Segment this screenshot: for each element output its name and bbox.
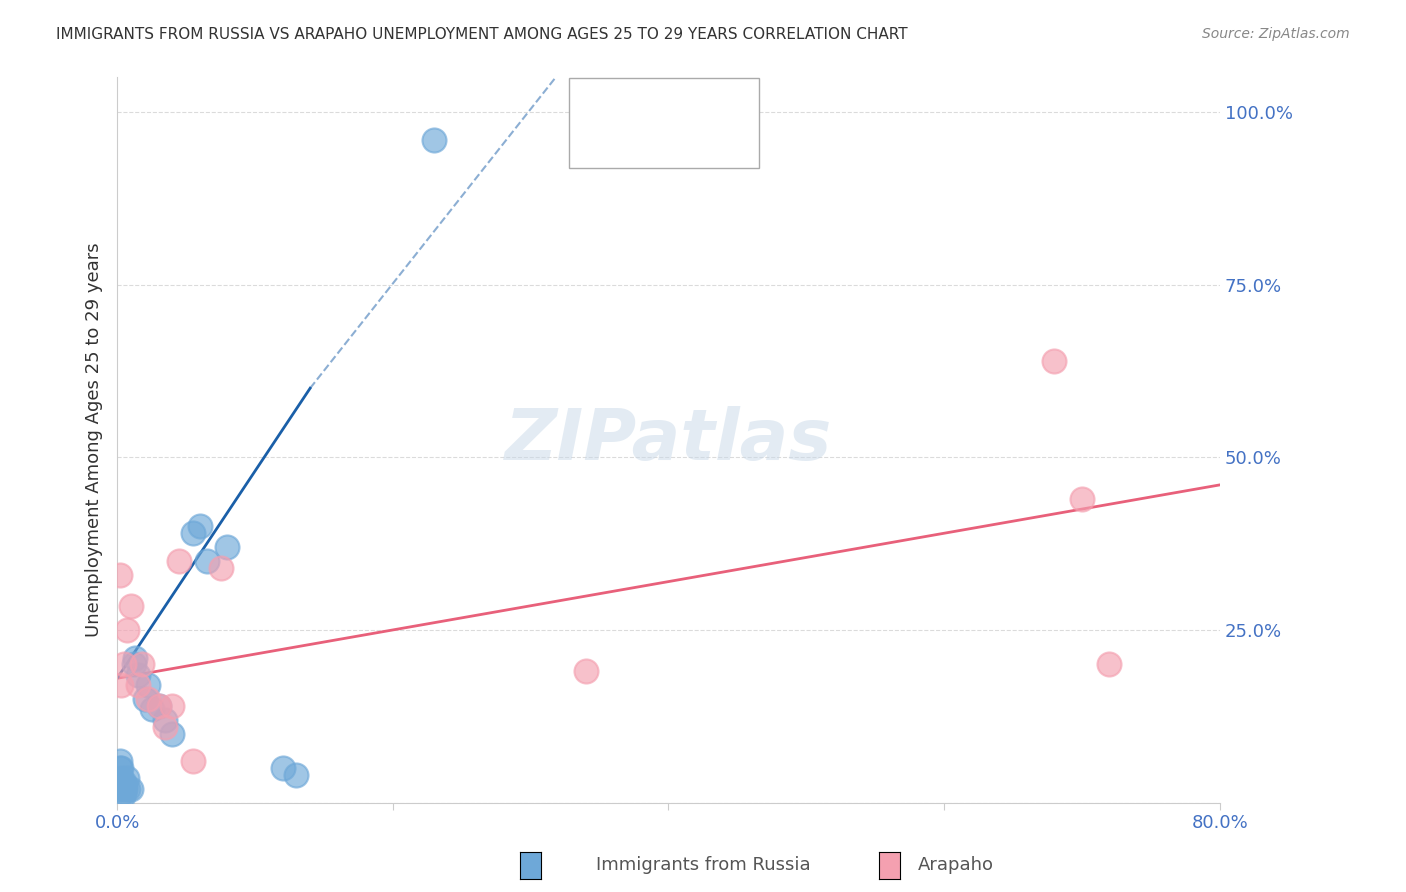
Point [131, 657, 153, 672]
Point [108, 761, 131, 775]
Point [114, 778, 136, 792]
Text: IMMIGRANTS FROM RUSSIA VS ARAPAHO UNEMPLOYMENT AMONG AGES 25 TO 29 YEARS CORRELA: IMMIGRANTS FROM RUSSIA VS ARAPAHO UNEMPL… [56, 27, 908, 42]
Text: Source: ZipAtlas.com: Source: ZipAtlas.com [1202, 27, 1350, 41]
Point [1043, 353, 1066, 368]
Point [110, 678, 132, 692]
Text: Immigrants from Russia: Immigrants from Russia [596, 856, 810, 874]
Point [127, 678, 149, 692]
Point [136, 692, 159, 706]
Text: R =: R = [612, 129, 651, 147]
Point [110, 761, 132, 775]
Text: N =: N = [689, 129, 741, 147]
Point [111, 789, 134, 803]
Point [162, 698, 184, 713]
Text: 31: 31 [724, 98, 749, 116]
Point [155, 713, 177, 727]
Point [188, 519, 211, 533]
Point [1098, 657, 1121, 672]
Point [115, 772, 138, 786]
Point [107, 778, 129, 792]
Point [112, 657, 135, 672]
Point [115, 623, 138, 637]
Point [217, 540, 239, 554]
Point [110, 772, 132, 786]
Point [112, 775, 135, 789]
Point [167, 554, 190, 568]
Point [285, 768, 308, 782]
Text: 18: 18 [724, 129, 749, 147]
Point [195, 554, 218, 568]
Point [114, 781, 136, 796]
Point [271, 761, 294, 775]
Point [108, 754, 131, 768]
Point [181, 754, 204, 768]
Point [127, 668, 149, 682]
Point [148, 698, 170, 713]
Point [209, 561, 232, 575]
Point [148, 698, 170, 713]
Point [155, 720, 177, 734]
Point [162, 726, 184, 740]
Text: 0.706: 0.706 [640, 98, 696, 116]
Point [110, 781, 132, 796]
Point [1070, 491, 1092, 506]
Text: 0.651: 0.651 [640, 129, 696, 147]
Text: Arapaho: Arapaho [918, 856, 994, 874]
Point [136, 678, 159, 692]
Point [575, 665, 598, 679]
Text: R =: R = [612, 98, 651, 116]
Point [120, 599, 142, 613]
Point [120, 781, 142, 796]
Point [124, 650, 146, 665]
Text: N =: N = [689, 98, 741, 116]
Point [423, 132, 446, 146]
Point [108, 567, 131, 582]
Point [111, 778, 134, 792]
Point [181, 526, 204, 541]
Y-axis label: Unemployment Among Ages 25 to 29 years: Unemployment Among Ages 25 to 29 years [86, 243, 103, 637]
Point [122, 657, 145, 672]
Point [112, 785, 135, 799]
Point [141, 702, 163, 716]
Point [134, 692, 156, 706]
Point [117, 781, 139, 796]
Text: ZIPatlas: ZIPatlas [505, 406, 832, 475]
